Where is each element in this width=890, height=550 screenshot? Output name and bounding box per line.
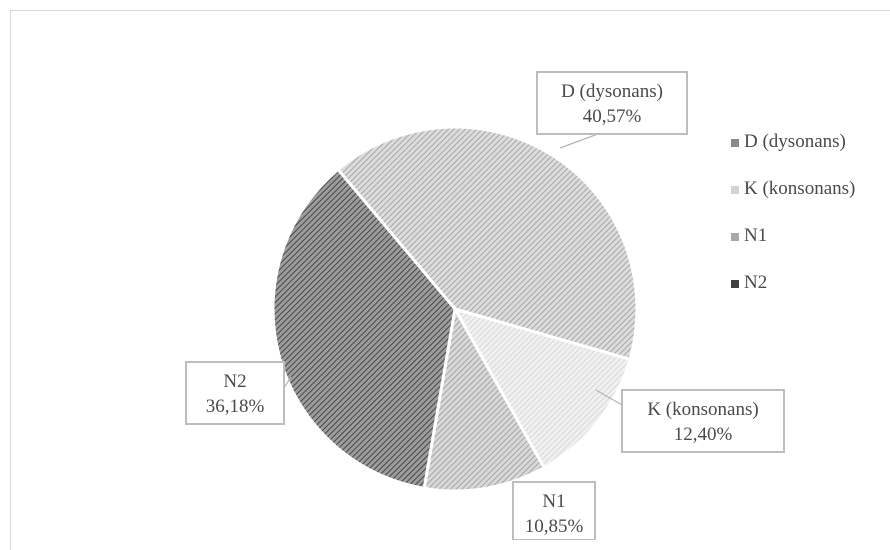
pie-slice-n2 <box>271 167 457 491</box>
legend-swatch <box>731 233 739 241</box>
data-label-n2: N2 36,18% <box>185 361 285 425</box>
legend-item-n2: N2 <box>731 272 767 293</box>
data-label-value: 40,57% <box>583 106 642 127</box>
legend-label: N1 <box>744 225 767 246</box>
data-label-box <box>512 481 596 540</box>
data-label-category: N2 <box>223 371 246 392</box>
legend-item-k-konsonans: K (konsonans) <box>731 178 855 199</box>
legend-label: D (dysonans) <box>744 131 846 152</box>
legend-item-n1: N1 <box>731 225 767 246</box>
chart-area <box>10 10 890 550</box>
data-label-value: 12,40% <box>674 424 733 445</box>
data-label-category: D (dysonans) <box>561 81 663 102</box>
legend-swatch <box>731 186 739 194</box>
data-label-value: 10,85% <box>525 516 584 537</box>
data-label-n1: N1 10,85% <box>512 481 596 540</box>
pie-slice-k-konsonans <box>451 306 632 470</box>
data-label-box <box>621 389 785 453</box>
data-label-category: K (konsonans) <box>647 399 758 420</box>
data-label-d-dysonans: D (dysonans) 40,57% <box>536 71 688 135</box>
data-label-k-konsonans: K (konsonans) 12,40% <box>621 389 785 453</box>
data-label-box <box>185 361 285 425</box>
pie-slice-n1 <box>422 304 547 493</box>
legend-label: N2 <box>744 272 767 293</box>
legend-swatch <box>731 139 739 147</box>
data-label-category: N1 <box>542 491 565 512</box>
legend-swatch <box>731 280 739 288</box>
pie-slice-d-dysonans <box>335 125 639 362</box>
data-label-box <box>536 71 688 135</box>
legend: D (dysonans) K (konsonans) N1 N2 <box>731 131 855 293</box>
data-label-value: 36,18% <box>206 396 265 417</box>
legend-label: K (konsonans) <box>744 178 855 199</box>
legend-item-d-dysonans: D (dysonans) <box>731 131 846 152</box>
leader-line-k-konsonans <box>595 389 623 406</box>
leader-line-n2 <box>283 376 292 389</box>
leader-line-d-dysonans <box>559 133 599 149</box>
